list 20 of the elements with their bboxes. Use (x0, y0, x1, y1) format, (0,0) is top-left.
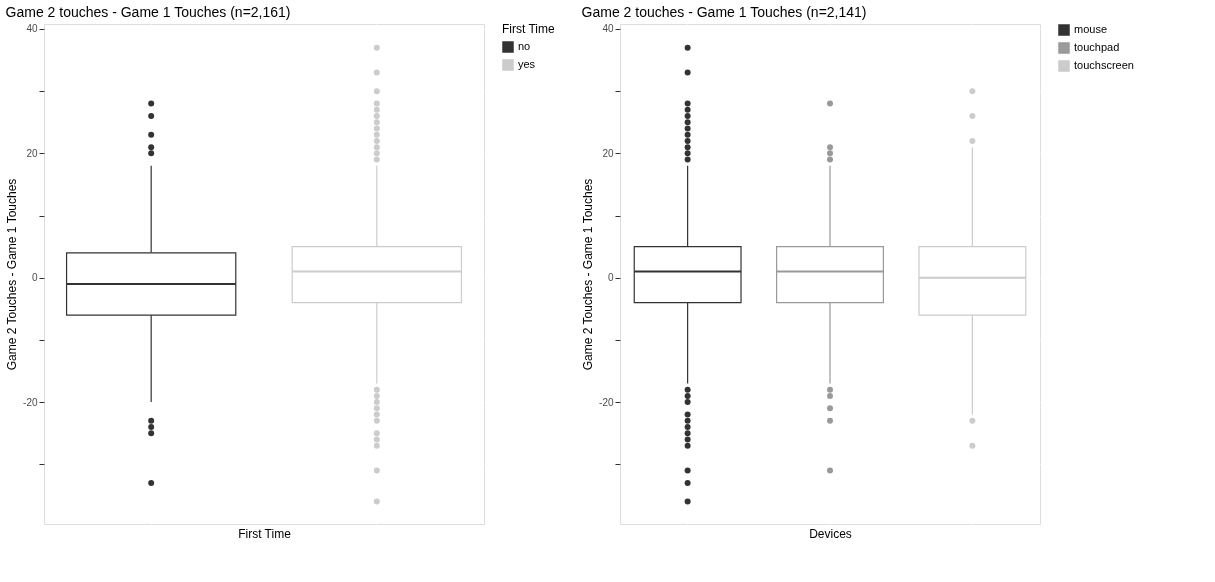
y-tick-label: 40 (602, 23, 614, 35)
legend-label: touchpad (1074, 41, 1120, 53)
y-tick-label: 20 (26, 147, 38, 159)
chart-title: Game 2 touches - Game 1 Touches (n=2,141) (581, 3, 867, 20)
x-axis-title: Devices (809, 526, 852, 541)
legend-label: yes (518, 58, 536, 70)
x-axis-title: First Time (238, 526, 292, 541)
y-tick-label: -20 (599, 396, 614, 408)
y-tick-label: -20 (23, 396, 38, 408)
y-axis-title: Game 2 Touches - Game 1 Touches (581, 178, 596, 371)
y-tick-label: 40 (26, 23, 38, 35)
chart-title: Game 2 touches - Game 1 Touches (n=2,161) (5, 3, 291, 20)
y-tick-label: 0 (607, 272, 614, 284)
y-axis-title: Game 2 Touches - Game 1 Touches (5, 178, 20, 371)
legend-label: mouse (1074, 23, 1108, 35)
legend-title: First Time (502, 22, 555, 36)
y-tick-label: 0 (31, 272, 38, 284)
y-tick-label: 20 (602, 147, 614, 159)
legend-label: no (518, 40, 531, 52)
legend-label: touchscreen (1074, 59, 1134, 71)
